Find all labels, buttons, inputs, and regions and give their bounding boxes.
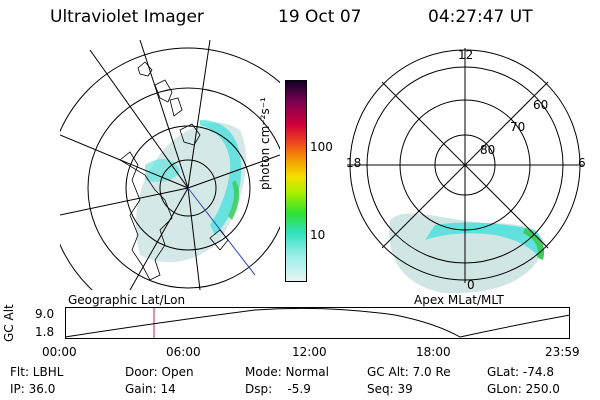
info-ip: IP: 36.0	[10, 382, 56, 396]
xtick-2359: 23:59	[545, 345, 580, 359]
mlt-label-6: 6	[578, 156, 586, 170]
mlt-label-0: 0	[467, 278, 475, 292]
mlt-label-12: 12	[458, 48, 474, 62]
colorbar-unit-label: photon cm⁻²s⁻¹	[258, 97, 272, 190]
info-seq: Seq: 39	[367, 382, 413, 396]
lat-label-80: 80	[480, 143, 496, 157]
lat-label-60: 60	[533, 98, 549, 112]
info-gcalt: GC Alt: 7.0 Re	[367, 365, 451, 379]
info-dsp: Dsp: -5.9	[245, 382, 311, 396]
coastline	[119, 61, 229, 281]
altitude-plot	[65, 307, 570, 339]
polar-plot	[347, 48, 583, 294]
lat-label-70: 70	[510, 120, 526, 134]
info-door: Door: Open	[125, 365, 194, 379]
time-label: 04:27:47 UT	[428, 7, 533, 27]
altitude-ylabel: GC Alt	[2, 304, 16, 342]
geographic-map	[60, 40, 280, 290]
aurora-band-cyan-polar	[425, 222, 544, 260]
instrument-title: Ultraviolet Imager	[50, 7, 204, 27]
info-glat: GLat: -74.8	[487, 365, 554, 379]
info-flt: Flt: LBHL	[10, 365, 64, 379]
xtick-0600: 06:00	[166, 345, 201, 359]
left-caption: Geographic Lat/Lon	[68, 293, 186, 307]
ytick-1-8: 1.8	[35, 325, 55, 339]
colorbar-tick-10: 10	[310, 228, 326, 242]
xtick-1200: 12:00	[292, 345, 327, 359]
colorbar-tick-100: 100	[310, 140, 333, 154]
xtick-0000: 00:00	[42, 345, 77, 359]
aurora-band-green-geo	[228, 180, 240, 220]
info-glon: GLon: 250.0	[487, 382, 560, 396]
mlt-label-18: 18	[346, 156, 362, 170]
altitude-curve	[65, 307, 570, 338]
xtick-1800: 18:00	[416, 345, 451, 359]
right-caption: Apex MLat/MLT	[414, 293, 504, 307]
date-label: 19 Oct 07	[278, 7, 362, 27]
ytick-9: 9.0	[35, 307, 55, 321]
aurora-band-green-polar	[523, 228, 545, 260]
colorbar	[285, 80, 307, 282]
aurora-band-cyan-geo	[200, 120, 242, 235]
info-gain: Gain: 14	[125, 382, 176, 396]
info-mode: Mode: Normal	[245, 365, 329, 379]
